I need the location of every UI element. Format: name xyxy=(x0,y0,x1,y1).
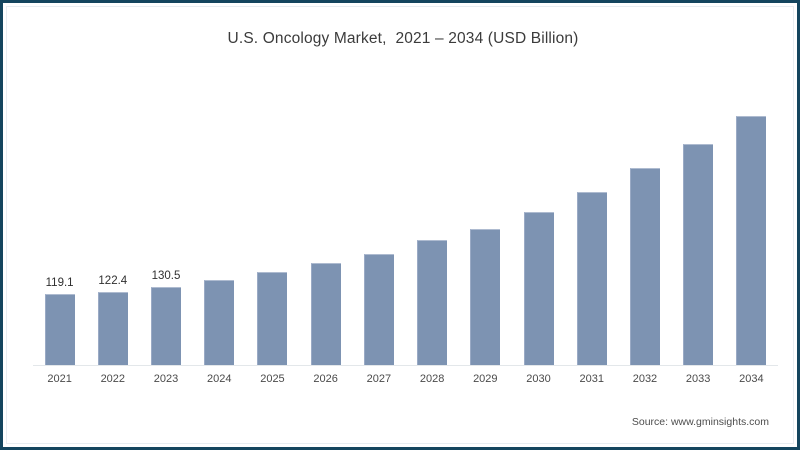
plot-area xyxy=(33,73,778,365)
bar-slot xyxy=(459,73,512,365)
bar-slot xyxy=(406,73,459,365)
bar-slot xyxy=(246,73,299,365)
bar xyxy=(470,228,501,365)
bar-slot xyxy=(299,73,352,365)
x-axis-line xyxy=(33,365,778,366)
bar-slot xyxy=(86,73,139,365)
chart-title: U.S. Oncology Market, 2021 – 2034 (USD B… xyxy=(227,30,579,47)
bar xyxy=(683,143,714,365)
source-note: Source: www.gminsights.com xyxy=(631,416,769,428)
bar-slot xyxy=(512,73,565,365)
bar-value-label: 119.1 xyxy=(45,277,74,290)
bar xyxy=(576,191,607,365)
bar xyxy=(310,263,341,365)
bar xyxy=(629,168,660,365)
bar xyxy=(44,294,75,365)
bar-slot xyxy=(672,73,725,365)
bar-slot xyxy=(352,73,405,365)
bar-value-label: 130.5 xyxy=(151,270,181,283)
bar-slot xyxy=(565,73,618,365)
bar-slot xyxy=(33,73,86,365)
bar-slot xyxy=(725,73,778,365)
bar xyxy=(204,280,235,365)
bar xyxy=(257,272,288,365)
bar xyxy=(417,240,448,365)
bar xyxy=(523,211,554,365)
bar xyxy=(736,115,767,365)
bar xyxy=(363,253,394,365)
bar-slot xyxy=(139,73,192,365)
bar-slot xyxy=(618,73,671,365)
bar-value-label: 122.4 xyxy=(98,275,128,288)
bar xyxy=(97,292,128,365)
bar xyxy=(151,287,182,365)
bar-slot xyxy=(193,73,246,365)
inner-frame-border xyxy=(6,6,794,444)
